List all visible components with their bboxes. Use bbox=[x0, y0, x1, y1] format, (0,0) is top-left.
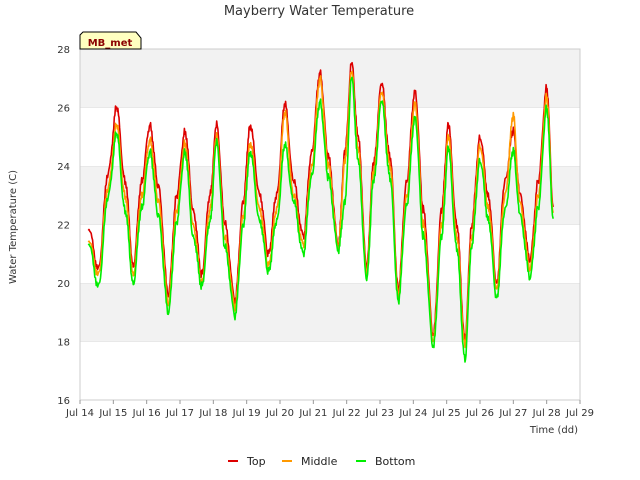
x-tick-label: Jul 24 bbox=[398, 408, 427, 419]
chart-title: Mayberry Water Temperature bbox=[224, 4, 414, 19]
y-tick-label: 28 bbox=[57, 45, 70, 56]
station-badge-box bbox=[79, 31, 142, 50]
background-band bbox=[80, 283, 580, 342]
legend: Top Middle Bottom bbox=[228, 455, 415, 468]
background-bands bbox=[80, 48, 580, 400]
y-tick-label: 16 bbox=[57, 396, 70, 407]
x-tick-label: Jul 28 bbox=[532, 408, 561, 419]
station-badge-label: MB_met bbox=[88, 38, 133, 49]
x-tick-label: Jul 23 bbox=[365, 408, 394, 419]
x-tick-label: Jul 26 bbox=[465, 408, 494, 419]
y-tick-label: 20 bbox=[57, 279, 70, 290]
background-band bbox=[80, 224, 580, 283]
x-tick-label: Jul 22 bbox=[332, 408, 361, 419]
x-tick-label: Jul 17 bbox=[165, 408, 194, 419]
legend-label-bottom: Bottom bbox=[375, 455, 415, 468]
series-line-bottom bbox=[87, 76, 555, 363]
y-tick-label: 18 bbox=[57, 338, 70, 349]
legend-label-middle: Middle bbox=[301, 455, 338, 468]
x-axis-label: Time (dd) bbox=[529, 425, 578, 436]
x-tick-label: Jul 14 bbox=[65, 408, 94, 419]
x-tick-label: Jul 20 bbox=[265, 408, 294, 419]
series-group bbox=[87, 61, 555, 363]
y-tick-label: 26 bbox=[57, 104, 70, 115]
x-tick-label: Jul 27 bbox=[498, 408, 527, 419]
x-tick-label: Jul 19 bbox=[232, 408, 261, 419]
background-band bbox=[80, 107, 580, 166]
background-band bbox=[80, 49, 580, 108]
x-tick-label: Jul 21 bbox=[298, 408, 327, 419]
x-tick-label: Jul 16 bbox=[132, 408, 161, 419]
plot-area bbox=[79, 48, 581, 401]
x-tick-label: Jul 15 bbox=[98, 408, 127, 419]
y-tick-label: 24 bbox=[57, 162, 70, 173]
x-tick-label: Jul 29 bbox=[565, 408, 594, 419]
station-badge: MB_met bbox=[79, 31, 142, 50]
y-tick-label: 22 bbox=[57, 221, 70, 232]
x-tick-label: Jul 18 bbox=[198, 408, 227, 419]
y-axis-label: Water Temperature (C) bbox=[8, 170, 19, 284]
background-band bbox=[80, 341, 580, 400]
x-tick-label: Jul 25 bbox=[432, 408, 461, 419]
x-ticks: Jul 14 Jul 15 Jul 16 Jul 17 Jul 18 Jul 19 Jul … bbox=[65, 400, 594, 419]
legend-label-top: Top bbox=[246, 455, 266, 468]
y-ticks: 16 18 20 22 24 26 28 bbox=[57, 45, 70, 407]
